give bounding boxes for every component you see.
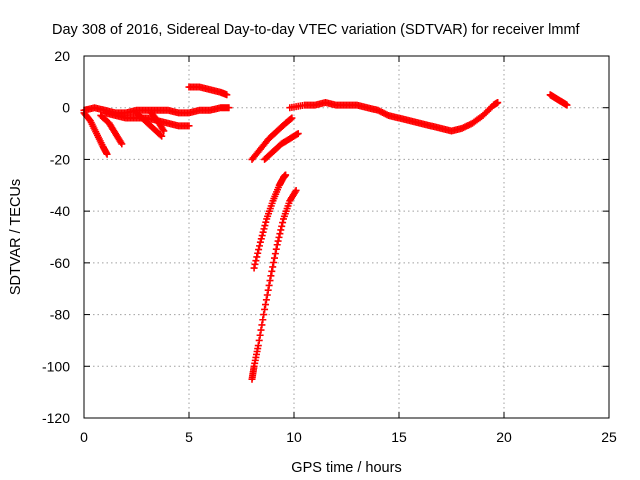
- series-arc-k: [248, 186, 300, 383]
- data-point: [225, 104, 233, 112]
- grid-lines: [84, 56, 609, 418]
- data-point: [259, 316, 267, 324]
- data-point: [258, 321, 266, 329]
- data-point: [494, 99, 502, 107]
- data-point: [264, 286, 272, 294]
- data-point: [262, 296, 270, 304]
- data-point: [103, 150, 111, 158]
- data-point: [272, 245, 280, 253]
- data-point: [294, 130, 302, 138]
- y-tick-label: 20: [54, 48, 70, 64]
- data-point: [254, 342, 262, 350]
- plot-frame: [83, 55, 610, 419]
- x-tick-label: 10: [286, 429, 302, 445]
- data-point: [157, 131, 164, 139]
- data-point: [260, 311, 268, 319]
- data-point: [275, 233, 283, 241]
- data-point: [291, 188, 299, 196]
- data-point: [259, 228, 267, 236]
- y-axis-label: SDTVAR / TECUs: [8, 179, 24, 295]
- data-point: [563, 101, 571, 109]
- data-point: [255, 246, 263, 254]
- data-point: [159, 126, 167, 134]
- series-arc-m: [546, 91, 571, 109]
- y-tick-label: -60: [50, 255, 70, 271]
- data-point: [254, 249, 262, 257]
- data-point: [269, 263, 277, 271]
- series-arc-c: [97, 111, 126, 148]
- data-point: [282, 171, 290, 179]
- data-point: [270, 258, 278, 266]
- data-point: [274, 237, 282, 245]
- data-point: [267, 272, 275, 280]
- data-point: [271, 250, 279, 258]
- data-point: [118, 140, 126, 148]
- data-point: [277, 226, 285, 234]
- data-points: [80, 83, 571, 383]
- y-tick-label: -20: [50, 151, 70, 167]
- series-arc-j: [250, 171, 290, 272]
- data-point: [273, 241, 281, 249]
- x-tick-label: 0: [80, 429, 88, 445]
- y-tick-label: -40: [50, 203, 70, 219]
- data-point: [185, 122, 193, 130]
- data-point: [266, 277, 274, 285]
- data-point: [258, 232, 266, 240]
- data-point: [268, 267, 276, 275]
- y-tick-label: -120: [42, 410, 70, 426]
- data-point: [255, 336, 263, 344]
- data-point: [278, 222, 286, 230]
- series-arc-h: [248, 114, 296, 163]
- x-tick-label: 25: [601, 429, 617, 445]
- data-point: [288, 114, 296, 122]
- data-point: [256, 242, 263, 250]
- data-point: [257, 326, 265, 334]
- y-tick-label: -80: [50, 307, 70, 323]
- data-point: [262, 218, 270, 226]
- x-tick-label: 5: [185, 429, 193, 445]
- series-arc-f: [147, 109, 168, 135]
- data-point: [158, 132, 166, 140]
- data-point: [257, 235, 265, 243]
- x-tick-label: 15: [391, 429, 407, 445]
- data-point: [251, 260, 259, 268]
- y-tick-label: 0: [62, 100, 70, 116]
- series-arc-g: [185, 83, 231, 99]
- data-point: [260, 225, 268, 233]
- data-point: [276, 230, 284, 238]
- data-point: [223, 91, 231, 99]
- data-point: [262, 301, 269, 309]
- data-point: [271, 254, 278, 262]
- data-point: [279, 219, 287, 227]
- data-point: [256, 331, 264, 339]
- x-tick-label: 20: [496, 429, 512, 445]
- series-arc-l: [286, 99, 502, 135]
- series-arc-i: [261, 130, 302, 163]
- data-point: [252, 257, 260, 265]
- data-point: [261, 222, 269, 230]
- x-axis-label: GPS time / hours: [291, 460, 401, 476]
- data-point: [292, 186, 300, 194]
- data-point: [261, 305, 269, 313]
- series-arc-e: [133, 109, 166, 140]
- data-point: [117, 138, 125, 146]
- y-tick-label: -100: [42, 358, 70, 374]
- chart-title: Day 308 of 2016, Sidereal Day-to-day VTE…: [52, 22, 581, 38]
- data-point: [265, 281, 273, 289]
- data-point: [256, 238, 264, 246]
- data-point: [253, 253, 261, 261]
- data-point: [160, 127, 168, 135]
- data-point: [263, 291, 271, 299]
- data-point: [250, 264, 258, 272]
